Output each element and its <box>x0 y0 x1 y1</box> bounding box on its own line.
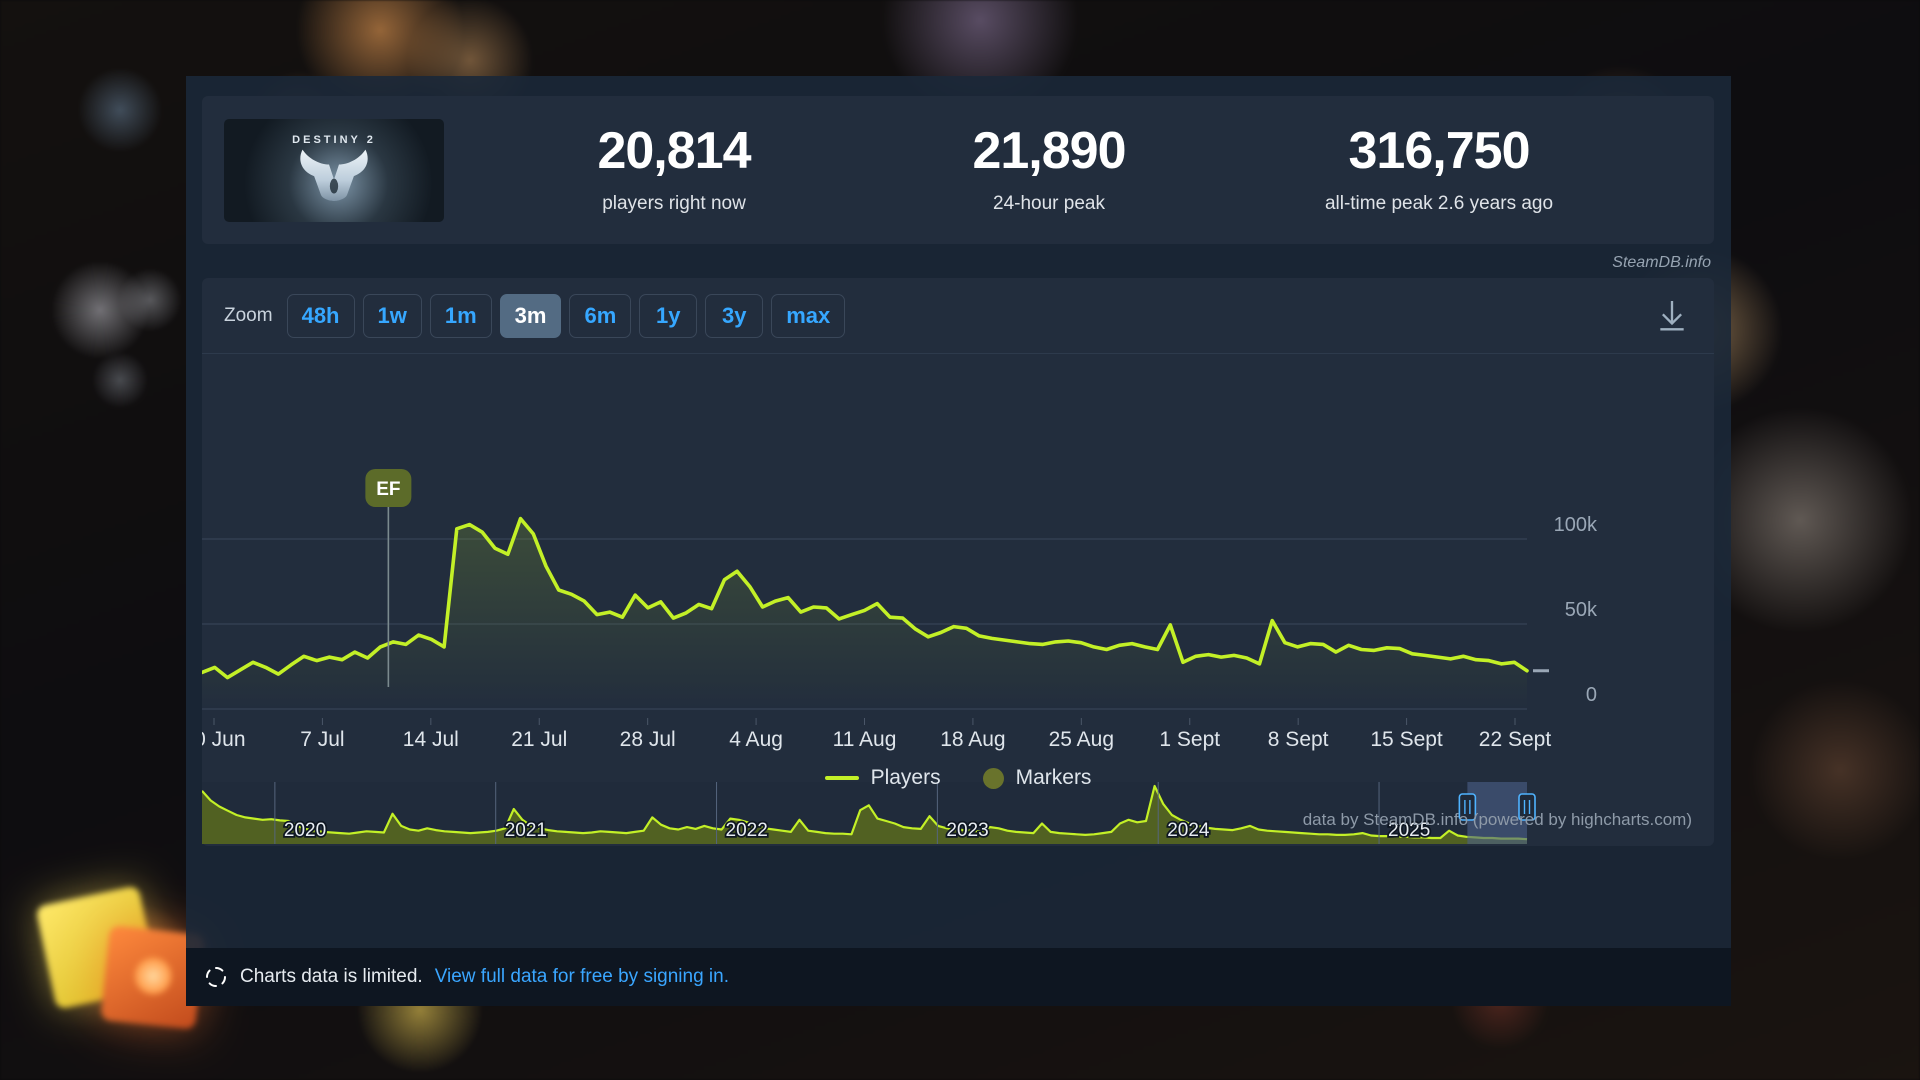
navigator-year-label: 2022 <box>726 820 768 841</box>
zoom-button-max[interactable]: max <box>771 293 846 338</box>
navigator-year-label: 2025 <box>1388 820 1430 841</box>
legend-label-players: Players <box>870 766 941 789</box>
navigator-selection-window[interactable] <box>1467 782 1527 844</box>
navigator-area <box>202 786 1527 844</box>
x-axis-tick-label: 18 Aug <box>940 728 1005 751</box>
limited-data-footer: Charts data is limited. View full data f… <box>186 948 1731 1006</box>
stat-players-now: 20,814 players right now <box>474 125 874 215</box>
stat-group: 20,814 players right now 21,890 24-hour … <box>444 125 1714 215</box>
x-axis-tick-label: 7 Jul <box>300 728 344 751</box>
loading-spinner-icon <box>205 966 227 988</box>
legend-item-players[interactable]: Players <box>824 766 941 790</box>
stat-value: 21,890 <box>972 122 1126 180</box>
zoom-button-1w[interactable]: 1w <box>362 293 422 338</box>
stat-label: all-time peak 2.6 years ago <box>1324 193 1554 214</box>
chart-panel: Zoom 48h 1w 1m 3m 6m 1y 3y max 0 50k 100k E… <box>202 278 1714 846</box>
stat-label: players right now <box>602 193 746 214</box>
download-icon[interactable] <box>1652 296 1692 336</box>
x-axis-tick-label: 4 Aug <box>729 728 783 751</box>
steamdb-attribution: SteamDB.info <box>1612 254 1711 271</box>
x-axis-tick-label: 21 Jul <box>511 728 567 751</box>
players-line-chart[interactable]: 0 50k 100k EF 30 Jun 7 Jul 14 Jul 21 Jul 28 Jul 4… <box>202 354 1714 846</box>
destiny-tricorn-icon <box>300 149 368 202</box>
stats-header: DESTINY 2 20,814 players right now <box>202 96 1714 244</box>
legend-line-swatch <box>824 776 859 780</box>
navigator-year-label: 2021 <box>505 820 547 841</box>
zoom-button-3y[interactable]: 3y <box>705 293 764 338</box>
stat-value: 316,750 <box>1348 122 1531 180</box>
navigator-line <box>202 784 1528 841</box>
navigator-handle-left[interactable] <box>1458 793 1477 821</box>
navigator-year-label: 2020 <box>284 820 326 841</box>
stat-24h-peak: 21,890 24-hour peak <box>874 125 1224 215</box>
y-axis-tick-label: 50k <box>1565 599 1598 621</box>
zoom-button-48h[interactable]: 48h <box>286 293 355 338</box>
steamdb-chart-widget: DESTINY 2 20,814 players right now <box>186 76 1731 1006</box>
x-axis-tick-label: 15 Sept <box>1370 728 1443 751</box>
stat-all-time-peak: 316,750 all-time peak 2.6 years ago <box>1224 125 1654 215</box>
zoom-toolbar: Zoom 48h 1w 1m 3m 6m 1y 3y max <box>202 278 1714 354</box>
sign-in-link[interactable]: View full data for free by signing in. <box>434 966 730 987</box>
zoom-button-6m[interactable]: 6m <box>569 293 632 338</box>
chart-credit: data by SteamDB.info (powered by highcha… <box>1302 810 1692 829</box>
navigator-year-label: 2023 <box>946 820 988 841</box>
y-axis-tick-label: 0 <box>1586 684 1597 706</box>
legend-dot-swatch <box>982 767 1004 789</box>
x-axis-tick-label: 1 Sept <box>1159 728 1220 751</box>
x-axis-tick-label: 8 Sept <box>1268 728 1329 751</box>
navigator-handle-right[interactable] <box>1518 793 1536 821</box>
x-axis-tick-label: 28 Jul <box>620 728 676 751</box>
x-axis-tick-label: 14 Jul <box>403 728 459 751</box>
y-axis-tick-label: 100k <box>1554 514 1598 536</box>
game-art-title: DESTINY 2 <box>292 133 376 146</box>
legend-label-markers: Markers <box>1015 766 1092 789</box>
x-axis-tick-label: 25 Aug <box>1049 728 1114 751</box>
series-area-fill <box>202 518 1527 709</box>
zoom-button-1m[interactable]: 1m <box>429 293 492 338</box>
stat-label: 24-hour peak <box>993 193 1105 214</box>
x-axis-tick-label: 22 Sept <box>1479 728 1552 751</box>
chart-legend: Players Markers <box>202 766 1714 790</box>
marker-badge-ef[interactable] <box>365 469 412 507</box>
zoom-button-1y[interactable]: 1y <box>639 293 698 338</box>
footer-message: Charts data is limited. <box>240 966 423 987</box>
zoom-label: Zoom <box>224 304 273 326</box>
zoom-button-3m[interactable]: 3m <box>499 293 562 338</box>
navigator-year-label: 2024 <box>1167 820 1210 841</box>
x-axis-tick-label: 11 Aug <box>833 728 897 751</box>
legend-item-markers[interactable]: Markers <box>982 766 1092 790</box>
x-axis-tick-label: 30 Jun <box>202 728 246 751</box>
series-line-players[interactable] <box>202 516 1529 680</box>
chart-plot-area[interactable]: 0 50k 100k EF 30 Jun 7 Jul 14 Jul 21 Jul 28 Jul 4… <box>202 354 1714 846</box>
marker-badge-label: EF <box>376 479 400 500</box>
game-cover-art[interactable]: DESTINY 2 <box>224 118 444 222</box>
stat-value: 20,814 <box>597 122 751 180</box>
